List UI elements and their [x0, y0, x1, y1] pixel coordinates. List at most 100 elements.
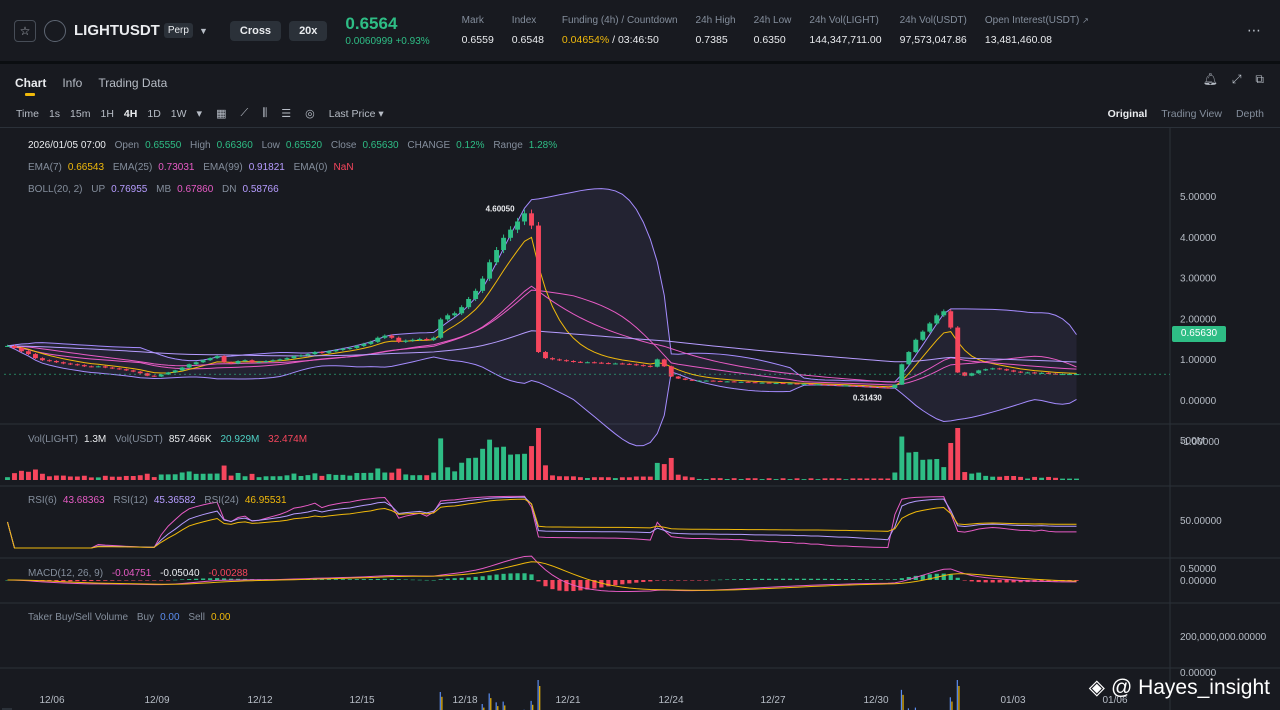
- volume-bar: [829, 478, 835, 480]
- macd-histogram-bar: [1046, 580, 1051, 582]
- interval-1s[interactable]: 1s: [48, 107, 61, 120]
- tab-chart[interactable]: Chart: [15, 76, 47, 96]
- stat-label: 24h Vol(LIGHT): [809, 15, 879, 26]
- stat-index: Index 0.6548: [512, 15, 544, 46]
- view-original[interactable]: Original: [1107, 108, 1148, 120]
- volume-bar: [137, 475, 143, 480]
- macd-histogram-bar: [843, 578, 849, 580]
- stat-label: Funding (4h) / Countdown: [561, 15, 678, 26]
- boll-mb-label: MB: [156, 184, 172, 195]
- macd-histogram-bar: [438, 579, 443, 580]
- candle-body: [508, 229, 514, 238]
- chart-toolbar: Time 1s 15m 1H 4H 1D 1W ▾ ▦ ⟋ ⫼ ☰ ◎ Last…: [0, 100, 1280, 128]
- volume-bar: [857, 478, 863, 480]
- volume-bar: [410, 475, 416, 480]
- taker-buy-bar: [914, 707, 917, 710]
- stat-24h-vol-usdt: 24h Vol(USDT) 97,573,047.86: [900, 15, 967, 46]
- candle-body: [60, 362, 66, 364]
- volume-bar: [577, 477, 583, 480]
- vol-legend: Vol(LIGHT) 1.3M Vol(USDT) 857.466K 20.929M…: [28, 434, 313, 445]
- chart-area[interactable]: 5.00000 4.00000 3.00000 2.00000 1.00000 0.000…: [0, 128, 1280, 710]
- popout-icon[interactable]: ⧉: [1255, 72, 1264, 86]
- macd-histogram-bar: [221, 578, 227, 580]
- volume-bar: [200, 473, 206, 480]
- candle-body: [619, 363, 625, 365]
- candle-body: [396, 337, 402, 342]
- more-options-icon[interactable]: ⋯: [1247, 22, 1262, 38]
- macd-histogram-bar: [753, 578, 758, 580]
- macd-histogram-bar: [739, 579, 744, 580]
- tab-info[interactable]: Info: [62, 76, 83, 90]
- candle-body: [808, 383, 814, 385]
- price-axis-label: 3.00000: [1180, 274, 1217, 285]
- macd-histogram-bar: [564, 580, 569, 592]
- candle-body: [1039, 372, 1045, 374]
- candle-body: [340, 348, 346, 350]
- alert-bell-icon[interactable]: 🔔︎: [1202, 72, 1218, 86]
- ema25-line: [7, 285, 1077, 383]
- last-price-dropdown[interactable]: Last Price ▾: [328, 107, 384, 120]
- tab-trading-data[interactable]: Trading Data: [98, 76, 168, 90]
- candle-body: [193, 362, 199, 365]
- stat-24h-high: 24h High 0.7385: [696, 15, 736, 46]
- volume-bar: [598, 477, 604, 480]
- leverage-button[interactable]: 20x: [289, 20, 328, 41]
- interval-1w[interactable]: 1W: [170, 107, 187, 120]
- macd-histogram-bar: [473, 576, 478, 580]
- indicator-axis-label: 200,000,000.00000: [1180, 632, 1267, 643]
- time-label[interactable]: Time: [16, 107, 39, 120]
- interval-1h[interactable]: 1H: [100, 107, 114, 120]
- candle-body: [466, 299, 472, 308]
- volume-bar: [403, 474, 409, 480]
- external-link-icon[interactable]: ↗: [1082, 16, 1089, 25]
- candle-body: [403, 340, 409, 342]
- chevron-down-icon[interactable]: ▼: [198, 25, 208, 36]
- macd-histogram-bar: [333, 579, 338, 580]
- volume-bar: [340, 474, 346, 480]
- candle-body: [19, 347, 24, 352]
- volume-bar: [934, 458, 940, 480]
- interval-4h[interactable]: 4H: [123, 107, 138, 120]
- view-depth[interactable]: Depth: [1235, 108, 1264, 120]
- interval-15m[interactable]: 15m: [70, 107, 91, 120]
- settings-lines-icon[interactable]: ☰: [281, 108, 292, 120]
- macd-histogram-bar: [1011, 580, 1016, 583]
- indicator-icon[interactable]: ⟋: [240, 107, 249, 119]
- taker-sell-bar: [958, 686, 960, 710]
- stat-value: 0.6559: [461, 34, 494, 46]
- candle-body: [102, 366, 108, 368]
- fullscreen-icon[interactable]: ⤢: [1231, 72, 1242, 86]
- volume-bar: [591, 477, 597, 480]
- macd-histogram-bar: [340, 579, 345, 580]
- interval-dropdown-icon[interactable]: ▾: [196, 108, 203, 120]
- target-icon[interactable]: ◎: [305, 108, 315, 120]
- macd-histogram-bar: [648, 580, 653, 582]
- volume-bar: [815, 479, 821, 480]
- side-collapse-arrow-icon[interactable]: ›: [2, 708, 12, 710]
- macd-histogram-bar: [536, 580, 541, 582]
- favorite-star-icon[interactable]: ☆: [14, 19, 36, 42]
- price-axis-label: -1.00000: [1180, 437, 1220, 448]
- macd-histogram-bar: [110, 580, 115, 581]
- margin-mode-button[interactable]: Cross: [229, 20, 282, 41]
- volume-bar: [186, 471, 192, 480]
- chart-canvas[interactable]: 5.000004.000003.000002.000001.000000.000…: [0, 128, 1280, 710]
- macd-histogram-bar: [655, 580, 660, 581]
- macd-histogram-bar: [68, 580, 73, 582]
- view-trading-view[interactable]: Trading View: [1161, 108, 1222, 120]
- stat-value: 0.6350: [753, 34, 786, 46]
- volume-bar: [633, 476, 639, 480]
- taker-sell-value: 0.00: [211, 612, 231, 623]
- calendar-icon[interactable]: ▦: [216, 108, 227, 120]
- macd-histogram-bar: [326, 579, 331, 580]
- volume-bar: [144, 473, 150, 480]
- interval-1d[interactable]: 1D: [147, 107, 161, 120]
- volume-bar: [543, 465, 548, 480]
- candle-type-icon[interactable]: ⫼: [262, 107, 268, 119]
- candle-body: [1011, 370, 1017, 372]
- last-price-label: Last Price: [328, 107, 376, 120]
- symbol-title[interactable]: LIGHTUSDT: [74, 22, 160, 39]
- candle-body: [221, 356, 227, 363]
- candle-body: [815, 384, 821, 386]
- volume-bar: [640, 476, 646, 480]
